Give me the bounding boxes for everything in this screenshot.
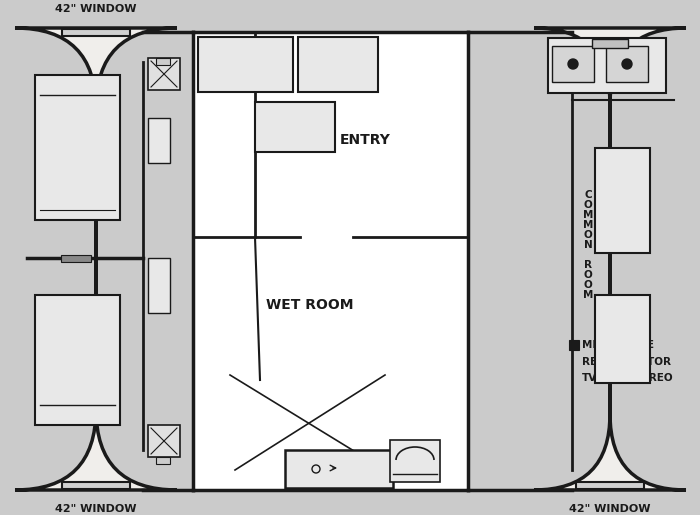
Bar (148, 425, 180, 457)
Text: MICROWAVE: MICROWAVE (582, 340, 654, 350)
Bar (193, 32, 468, 490)
Bar (285, 450, 393, 488)
Bar (156, 457, 170, 464)
Text: BR-1: BR-1 (74, 153, 108, 166)
Text: 42" WINDOW: 42" WINDOW (55, 504, 136, 514)
Bar (148, 58, 180, 90)
Bar (552, 46, 594, 82)
FancyBboxPatch shape (534, 28, 686, 490)
Bar (156, 58, 170, 65)
Bar (592, 39, 628, 48)
Bar (576, 482, 644, 489)
Circle shape (622, 59, 632, 69)
Text: 42" WINDOW: 42" WINDOW (569, 504, 651, 514)
Bar (35, 295, 120, 425)
Text: C
O
M
M
O
N
 
R
O
O
M: C O M M O N R O O M (583, 190, 593, 300)
Bar (35, 75, 120, 220)
Text: REFRIGERATOR: REFRIGERATOR (582, 357, 671, 367)
Bar (61, 255, 91, 262)
Text: WET ROOM: WET ROOM (266, 298, 354, 312)
Bar (255, 102, 335, 152)
FancyBboxPatch shape (15, 28, 177, 490)
Bar (548, 38, 666, 93)
Text: ENTRY: ENTRY (340, 133, 391, 147)
Bar (148, 258, 170, 313)
Bar (595, 295, 650, 383)
Text: 42" WINDOW: 42" WINDOW (55, 4, 136, 14)
Bar (198, 37, 293, 92)
Bar (62, 29, 130, 36)
Bar (595, 148, 650, 253)
Text: TV-VCR-STEREO: TV-VCR-STEREO (582, 373, 673, 383)
Bar (298, 37, 378, 92)
Bar (148, 118, 170, 163)
Bar (62, 482, 130, 489)
Bar (606, 46, 648, 82)
Circle shape (568, 59, 578, 69)
Bar (569, 340, 579, 350)
Bar (390, 440, 440, 482)
Text: BR-2: BR-2 (74, 364, 108, 376)
